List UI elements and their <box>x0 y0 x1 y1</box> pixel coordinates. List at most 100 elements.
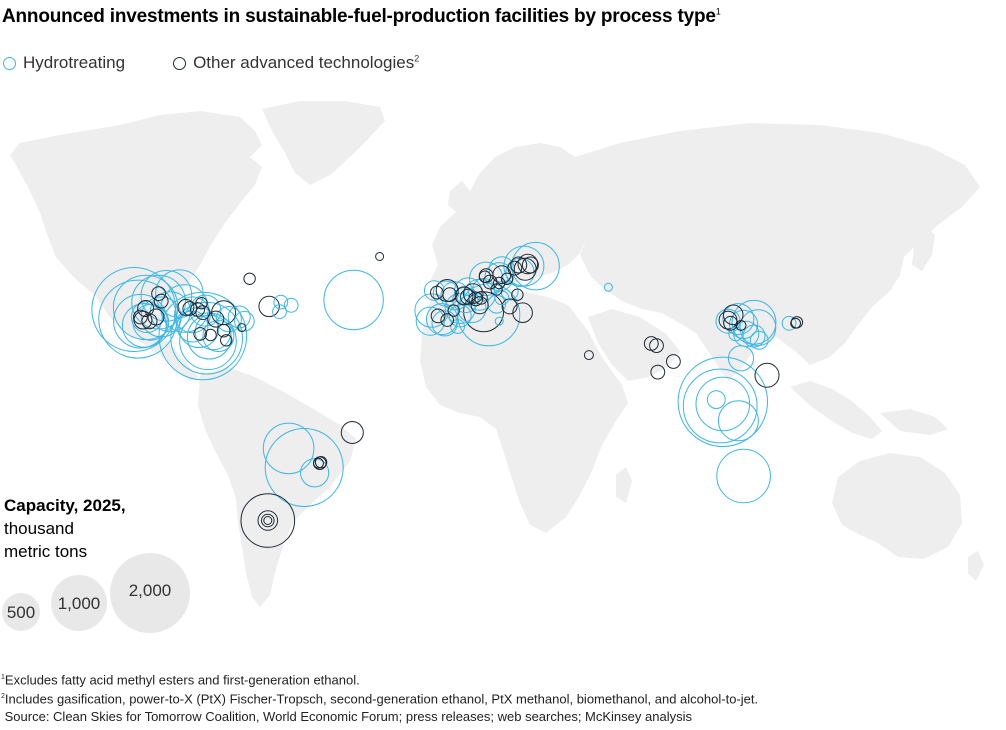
other-technology-facility-bubble <box>263 516 273 525</box>
hydrotreating-facility-bubble <box>682 368 758 444</box>
other-technology-facility-bubble <box>137 300 155 317</box>
other-technology-facility-bubble <box>177 298 195 316</box>
other-technology-facility-bubble <box>190 302 206 317</box>
legend-other-label: Other advanced technologies2 <box>193 53 419 73</box>
other-technology-facility-bubble <box>141 313 158 330</box>
other-technology-facility-bubble <box>650 364 666 380</box>
hydrotreating-facility-bubble <box>677 356 768 447</box>
hydrotreating-facility-bubble <box>431 310 458 337</box>
other-technology-facility-bubble <box>460 288 476 305</box>
hydrotreating-facility-bubble <box>272 304 287 320</box>
hydrotreating-facility-bubble <box>727 345 755 372</box>
landmass-north-america <box>10 111 262 337</box>
hydrotreating-facility-bubble <box>174 296 211 334</box>
footnote-1-marker: 1 <box>1 674 5 681</box>
hydrotreating-facility-bubble <box>494 316 504 326</box>
other-technology-facility-bubble <box>478 270 492 283</box>
landmass-europe <box>430 143 592 285</box>
other-technology-facility-bubble <box>195 305 211 321</box>
hydrotreating-facility-bubble <box>130 301 163 333</box>
hydrotreating-facility-bubble <box>728 326 744 342</box>
legend: Hydrotreating Other advanced technologie… <box>3 53 419 73</box>
hydrotreating-facility-bubble <box>695 376 751 432</box>
other-technology-facility-bubble <box>666 354 681 369</box>
source-text: Source: Clean Skies for Tomorrow Coaliti… <box>4 708 692 724</box>
other-technology-facility-bubble <box>649 338 664 354</box>
other-technology-facility-bubble <box>257 510 279 531</box>
size-legend-unit-line2: metric tons <box>4 542 88 561</box>
landmass-sumatra-borneo <box>790 381 882 439</box>
size-bubble-500 <box>2 593 40 631</box>
hydrotreating-facility-bubble <box>215 306 242 333</box>
hydrotreating-facility-bubble <box>132 303 170 341</box>
size-label-500: 500 <box>7 603 35 622</box>
hydrotreating-facility-bubble <box>176 310 209 343</box>
other-technology-facility-bubble <box>454 286 474 306</box>
other-technology-facility-bubble <box>474 291 488 305</box>
other-technology-facility-bubble <box>440 313 455 327</box>
other-technology-facility-bubble <box>517 253 539 275</box>
landmass-japan <box>912 225 935 271</box>
hydrotreating-facility-bubble <box>706 390 726 410</box>
facility-bubbles <box>91 241 804 548</box>
hydrotreating-facility-bubble <box>432 280 459 307</box>
hydrotreating-facility-bubble <box>273 294 289 310</box>
other-technology-facility-bubble <box>468 291 484 307</box>
title-footnote-marker: 1 <box>715 6 721 17</box>
other-technology-facility-bubble <box>151 286 167 302</box>
hydrotreating-facility-bubble <box>131 274 186 330</box>
landmass-greenland <box>262 101 385 185</box>
other-technology-facility-bubble <box>500 272 514 286</box>
other-technology-facility-bubble <box>430 308 446 324</box>
other-technology-facility-bubble <box>507 260 523 276</box>
hydrotreating-facility-bubble <box>202 320 235 352</box>
other-technology-facility-bubble <box>258 295 280 318</box>
size-legend-heading: Capacity, 2025, <box>4 496 126 515</box>
size-legend-unit-line1: thousand <box>4 519 74 538</box>
other-technology-facility-bubble <box>193 327 207 341</box>
other-technology-facility-bubble <box>195 297 208 310</box>
other-technology-facility-bubble <box>462 283 484 304</box>
other-technology-facility-bubble <box>470 296 489 315</box>
footnote-2-text: Includes gasification, power-to-X (PtX) … <box>4 691 759 707</box>
landmass-south-america <box>198 367 356 607</box>
other-technology-facility-bubble <box>430 285 444 300</box>
hydrotreating-facility-bubble <box>717 400 759 442</box>
other-technology-facility-bubble <box>447 304 460 317</box>
other-technology-facility-bubble <box>510 256 528 274</box>
other-technology-facility-bubble <box>511 288 524 301</box>
other-technology-facility-bubble <box>521 256 539 274</box>
other-technology-facility-bubble <box>340 421 364 444</box>
other-technology-facility-bubble <box>501 298 518 315</box>
legend-other: Other advanced technologies2 <box>173 53 419 73</box>
chart-title: Announced investments in sustainable-fue… <box>2 6 721 28</box>
size-label-2000: 2,000 <box>129 581 172 600</box>
hydrotreating-facility-bubble <box>323 269 384 331</box>
other-technology-facility-bubble <box>490 283 503 296</box>
other-technology-facility-bubble <box>723 315 738 331</box>
size-bubble-2000 <box>110 553 190 633</box>
other-technology-facility-bubble <box>493 276 506 290</box>
legend-other-label-text: Other advanced technologies <box>193 53 415 72</box>
other-technology-facility-bubble <box>375 252 385 261</box>
other-technologies-circle-icon <box>173 56 187 70</box>
legend-other-footnote-marker: 2 <box>414 53 420 64</box>
other-technology-facility-bubble <box>220 334 233 347</box>
other-technology-facility-bubble <box>754 362 780 388</box>
footnote-1: 1Excludes fatty acid methyl esters and f… <box>1 669 758 688</box>
landmass-central-america <box>135 331 198 381</box>
other-technology-facility-bubble <box>790 317 801 329</box>
hydrotreating-facility-bubble <box>189 294 222 327</box>
hydrotreating-facility-bubble <box>140 270 193 322</box>
landmass-africa <box>420 285 628 533</box>
chart-title-text: Announced investments in sustainable-fue… <box>2 6 716 27</box>
hydrotreating-facility-bubble <box>472 277 496 301</box>
hydrotreating-facility-bubble <box>739 309 777 347</box>
size-label-1000: 1,000 <box>58 594 101 613</box>
hydrotreating-facility-bubble <box>300 458 330 488</box>
hydrotreating-facility-bubble <box>749 330 769 350</box>
other-technology-facility-bubble <box>182 301 198 316</box>
hydrotreating-facility-bubble <box>262 422 315 475</box>
size-legend-title: Capacity, 2025, thousand metric tons <box>4 494 126 563</box>
source-note: Source: Clean Skies for Tomorrow Coaliti… <box>1 708 758 725</box>
